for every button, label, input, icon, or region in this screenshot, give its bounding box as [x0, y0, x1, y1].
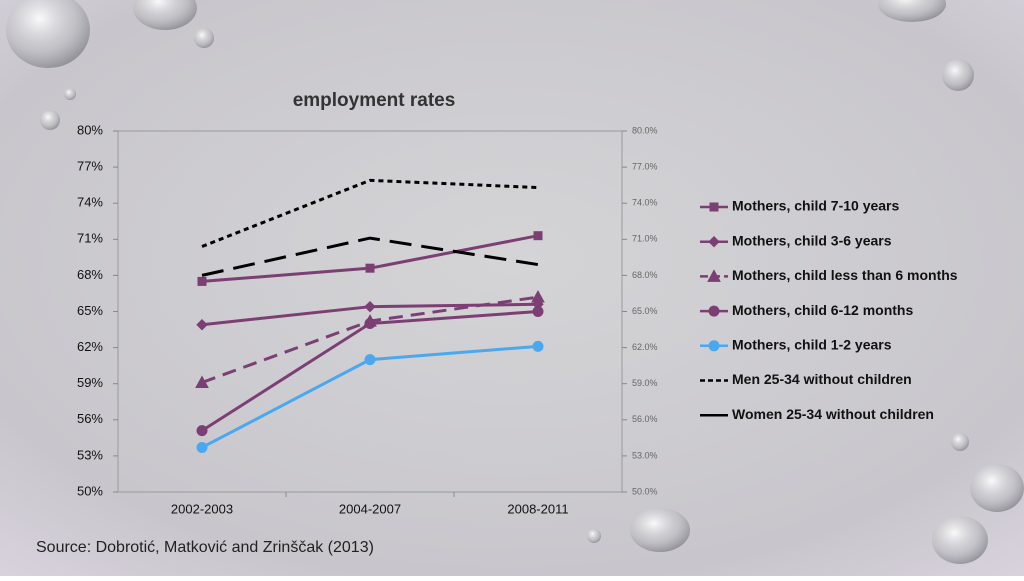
- y-tick-label: 71%: [77, 231, 103, 246]
- y2-tick-label: 62.0%: [632, 342, 658, 352]
- marker: [709, 202, 719, 212]
- y2-tick-label: 77.0%: [632, 161, 658, 171]
- legend-label: Mothers, child 7-10 years: [732, 198, 900, 214]
- legend-item: Mothers, child 1-2 years: [700, 337, 892, 353]
- marker: [533, 231, 543, 241]
- marker: [708, 340, 720, 352]
- y2-tick-label: 56.0%: [632, 414, 658, 424]
- legend-label: Mothers, child 3-6 years: [732, 232, 892, 248]
- y2-tick-label: 59.0%: [632, 378, 658, 388]
- legend-item: Mothers, child 6-12 months: [700, 302, 913, 318]
- marker: [532, 340, 544, 352]
- marker: [195, 375, 209, 388]
- marker: [708, 235, 720, 248]
- y-tick-label: 62%: [77, 339, 103, 354]
- legend-item: Mothers, child 3-6 years: [700, 232, 892, 248]
- legend-item: Mothers, child 7-10 years: [700, 198, 900, 214]
- y2-tick-label: 50.0%: [632, 486, 658, 496]
- marker: [364, 300, 376, 313]
- y2-tick-label: 65.0%: [632, 306, 658, 316]
- y-tick-label: 68%: [77, 267, 103, 282]
- x-tick-label: 2004-2007: [339, 501, 401, 516]
- legend-item: Men 25-34 without children: [700, 371, 912, 387]
- marker: [364, 318, 376, 330]
- marker: [196, 319, 208, 331]
- y2-tick-label: 80.0%: [632, 125, 658, 135]
- x-tick-label: 2002-2003: [171, 501, 233, 516]
- y-tick-label: 56%: [77, 411, 103, 426]
- y-tick-label: 77%: [77, 159, 103, 174]
- y-tick-label: 50%: [77, 483, 103, 498]
- marker: [532, 306, 544, 317]
- y-tick-label: 80%: [77, 122, 103, 137]
- y2-tick-label: 68.0%: [632, 270, 658, 280]
- marker: [707, 269, 721, 282]
- legend-label: Mothers, child 6-12 months: [732, 302, 913, 318]
- source-note: Source: Dobrotić, Matković and Zrinščak …: [36, 539, 374, 556]
- chart-title: employment rates: [293, 90, 456, 111]
- y2-tick-label: 71.0%: [632, 234, 658, 244]
- y2-tick-label: 74.0%: [632, 198, 658, 208]
- decorative-drops: [6, 0, 1024, 564]
- x-tick-label: 2008-2011: [507, 501, 568, 516]
- legend-label: Women 25-34 without children: [732, 406, 934, 422]
- legend-label: Mothers, child less than 6 months: [732, 267, 958, 283]
- marker: [531, 290, 545, 303]
- marker: [708, 305, 720, 317]
- y-tick-label: 74%: [77, 195, 103, 210]
- y-tick-label: 65%: [77, 303, 103, 318]
- legend-label: Men 25-34 without children: [732, 371, 912, 387]
- legend-item: Mothers, child less than 6 months: [700, 267, 958, 283]
- marker: [365, 263, 375, 273]
- series-line: [201, 236, 539, 277]
- marker: [364, 354, 376, 366]
- y-tick-label: 53%: [77, 447, 103, 462]
- y-tick-label: 59%: [77, 375, 103, 390]
- y2-tick-label: 53.0%: [632, 450, 658, 460]
- marker: [196, 425, 208, 437]
- marker: [196, 441, 208, 453]
- series-line: [201, 178, 539, 248]
- legend-label: Mothers, child 1-2 years: [732, 337, 892, 353]
- legend-item: Women 25-34 without children: [700, 406, 934, 422]
- marker: [197, 276, 207, 286]
